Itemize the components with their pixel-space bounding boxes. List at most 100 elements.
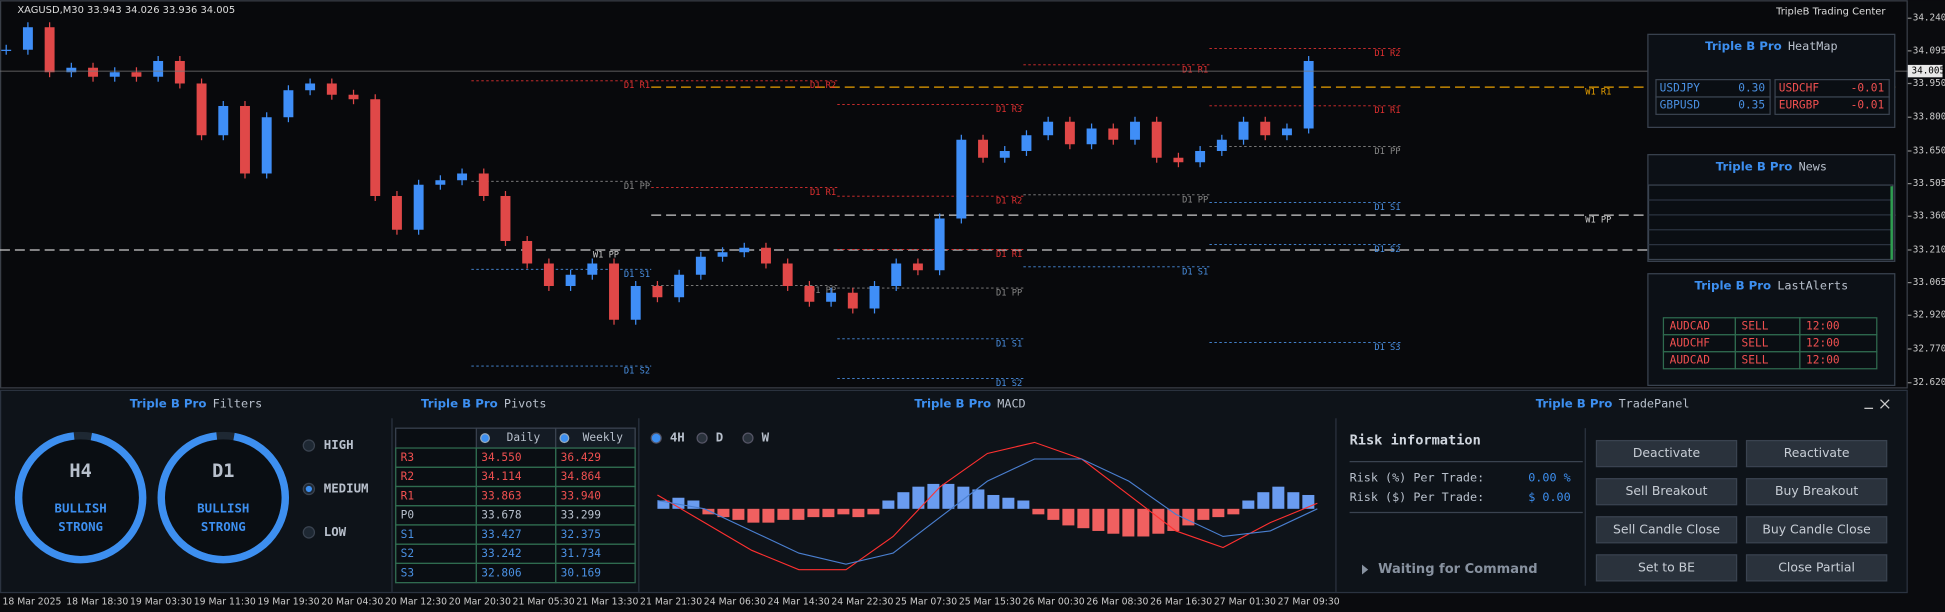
macd-bar <box>717 508 730 518</box>
news-list <box>1647 184 1894 261</box>
candle <box>174 60 185 84</box>
button-label[interactable]: Buy Candle Close <box>1762 521 1870 536</box>
radio[interactable] <box>302 526 316 539</box>
pivot-label: D1 S1 <box>1182 267 1208 277</box>
button[interactable] <box>1745 478 1888 506</box>
gauge-strength: STRONG <box>201 519 246 534</box>
x-tick-label: 21 Mar 21:30 <box>640 596 702 607</box>
candle <box>22 27 33 50</box>
macd-bar <box>972 489 985 509</box>
candle <box>826 292 837 302</box>
pivot-label: D1 S1 <box>1374 203 1400 213</box>
macd-bar <box>1242 500 1255 509</box>
button[interactable] <box>1595 554 1738 582</box>
button-label[interactable]: Sell Candle Close <box>1613 521 1720 536</box>
macd-bar <box>747 508 760 523</box>
tf-radio[interactable] <box>696 432 708 444</box>
candle <box>912 263 923 271</box>
macd-main <box>657 441 1318 571</box>
button-label[interactable]: Sell Breakout <box>1626 483 1708 498</box>
macd-bar <box>1167 508 1180 531</box>
x-tick-label: 20 Mar 04:30 <box>321 596 383 607</box>
pivot-cell-text: 33.940 <box>561 489 601 502</box>
macd-bar <box>762 508 775 523</box>
x-tick-label: 21 Mar 13:30 <box>576 596 638 607</box>
macd-bar <box>657 500 670 509</box>
x-tick-label: 26 Mar 16:30 <box>1150 596 1212 607</box>
button-label[interactable]: Deactivate <box>1633 445 1700 460</box>
candle <box>1303 60 1314 129</box>
button-label[interactable]: Buy Breakout <box>1775 483 1858 498</box>
macd-bar <box>1272 486 1285 509</box>
x-tick-label: 25 Mar 07:30 <box>895 596 957 607</box>
pivot-cell-text: 33.299 <box>561 509 601 522</box>
title-brand: Triple B Pro <box>1705 39 1782 53</box>
candle <box>630 285 641 320</box>
pivot-cell-text: R3 <box>401 451 414 464</box>
title-name: MACD <box>997 396 1025 410</box>
pivot-label: D1 PP <box>996 288 1022 298</box>
radio[interactable] <box>302 439 316 452</box>
x-tick-label: 24 Mar 22:30 <box>831 596 893 607</box>
heat-pair: GBPUSD <box>1660 99 1701 112</box>
gauge-bias: BULLISH <box>55 500 107 515</box>
button[interactable] <box>1745 439 1888 468</box>
candle <box>66 67 77 73</box>
candle <box>978 139 989 158</box>
heat-cell <box>1655 96 1771 115</box>
button[interactable] <box>1595 439 1738 468</box>
panel-title: Triple B Pro TradePanel <box>1536 396 1690 410</box>
gauge-tf: D1 <box>212 461 234 482</box>
candle <box>109 72 120 77</box>
macd-bar <box>1002 497 1015 509</box>
button[interactable] <box>1595 516 1738 544</box>
candle <box>1281 128 1292 136</box>
pivot-label: D1 R1 <box>1374 106 1400 116</box>
gauge-strength: STRONG <box>58 519 103 534</box>
button-label[interactable]: Close Partial <box>1778 559 1855 574</box>
y-tick-label: 33.650 <box>1913 145 1945 156</box>
tf-radio[interactable] <box>742 432 754 444</box>
title-brand: Triple B Pro <box>1694 278 1771 292</box>
y-tick-label: 33.505 <box>1913 178 1945 189</box>
macd-bar <box>1077 508 1090 529</box>
candle <box>804 285 815 302</box>
macd-bar <box>1212 508 1225 518</box>
button[interactable] <box>1595 478 1738 506</box>
candle <box>717 252 728 257</box>
candle <box>543 263 554 286</box>
tf-label: 4H <box>670 430 685 445</box>
candle <box>413 184 424 230</box>
macd-bar <box>1032 508 1045 515</box>
title-brand: Triple B Pro <box>421 396 498 410</box>
pivot-label: D1 PP <box>810 286 836 296</box>
pivot-cell-text: 30.169 <box>561 566 601 579</box>
pivot-label: W1 PP <box>593 250 619 260</box>
pivot-label: D1 R1 <box>810 188 836 198</box>
pivot-cell <box>555 562 636 584</box>
button-label[interactable]: Reactivate <box>1784 445 1850 460</box>
candle <box>305 83 316 91</box>
macd-bar <box>942 483 955 509</box>
y-tick-label: 34.240 <box>1913 13 1945 24</box>
tf-radio[interactable] <box>650 432 662 444</box>
button-label[interactable]: Set to BE <box>1638 559 1695 574</box>
header-radio <box>480 433 490 444</box>
gauge-ring <box>157 431 290 564</box>
title-brand: Triple B Pro <box>1716 159 1793 173</box>
button[interactable] <box>1745 554 1888 582</box>
y-tick-label: 33.950 <box>1913 78 1945 89</box>
candle <box>522 240 533 264</box>
candle <box>196 83 207 136</box>
pivot-cell-text: S1 <box>401 528 414 541</box>
candle <box>1064 121 1075 145</box>
button[interactable] <box>1745 516 1888 544</box>
close-button[interactable] <box>1880 399 1890 409</box>
panel-title: Triple B Pro News <box>1716 159 1827 173</box>
pivot-label: D1 R3 <box>996 105 1022 115</box>
candle <box>1260 121 1271 136</box>
macd-bar <box>1287 492 1300 509</box>
heat-pair: EURGBP <box>1779 99 1820 112</box>
